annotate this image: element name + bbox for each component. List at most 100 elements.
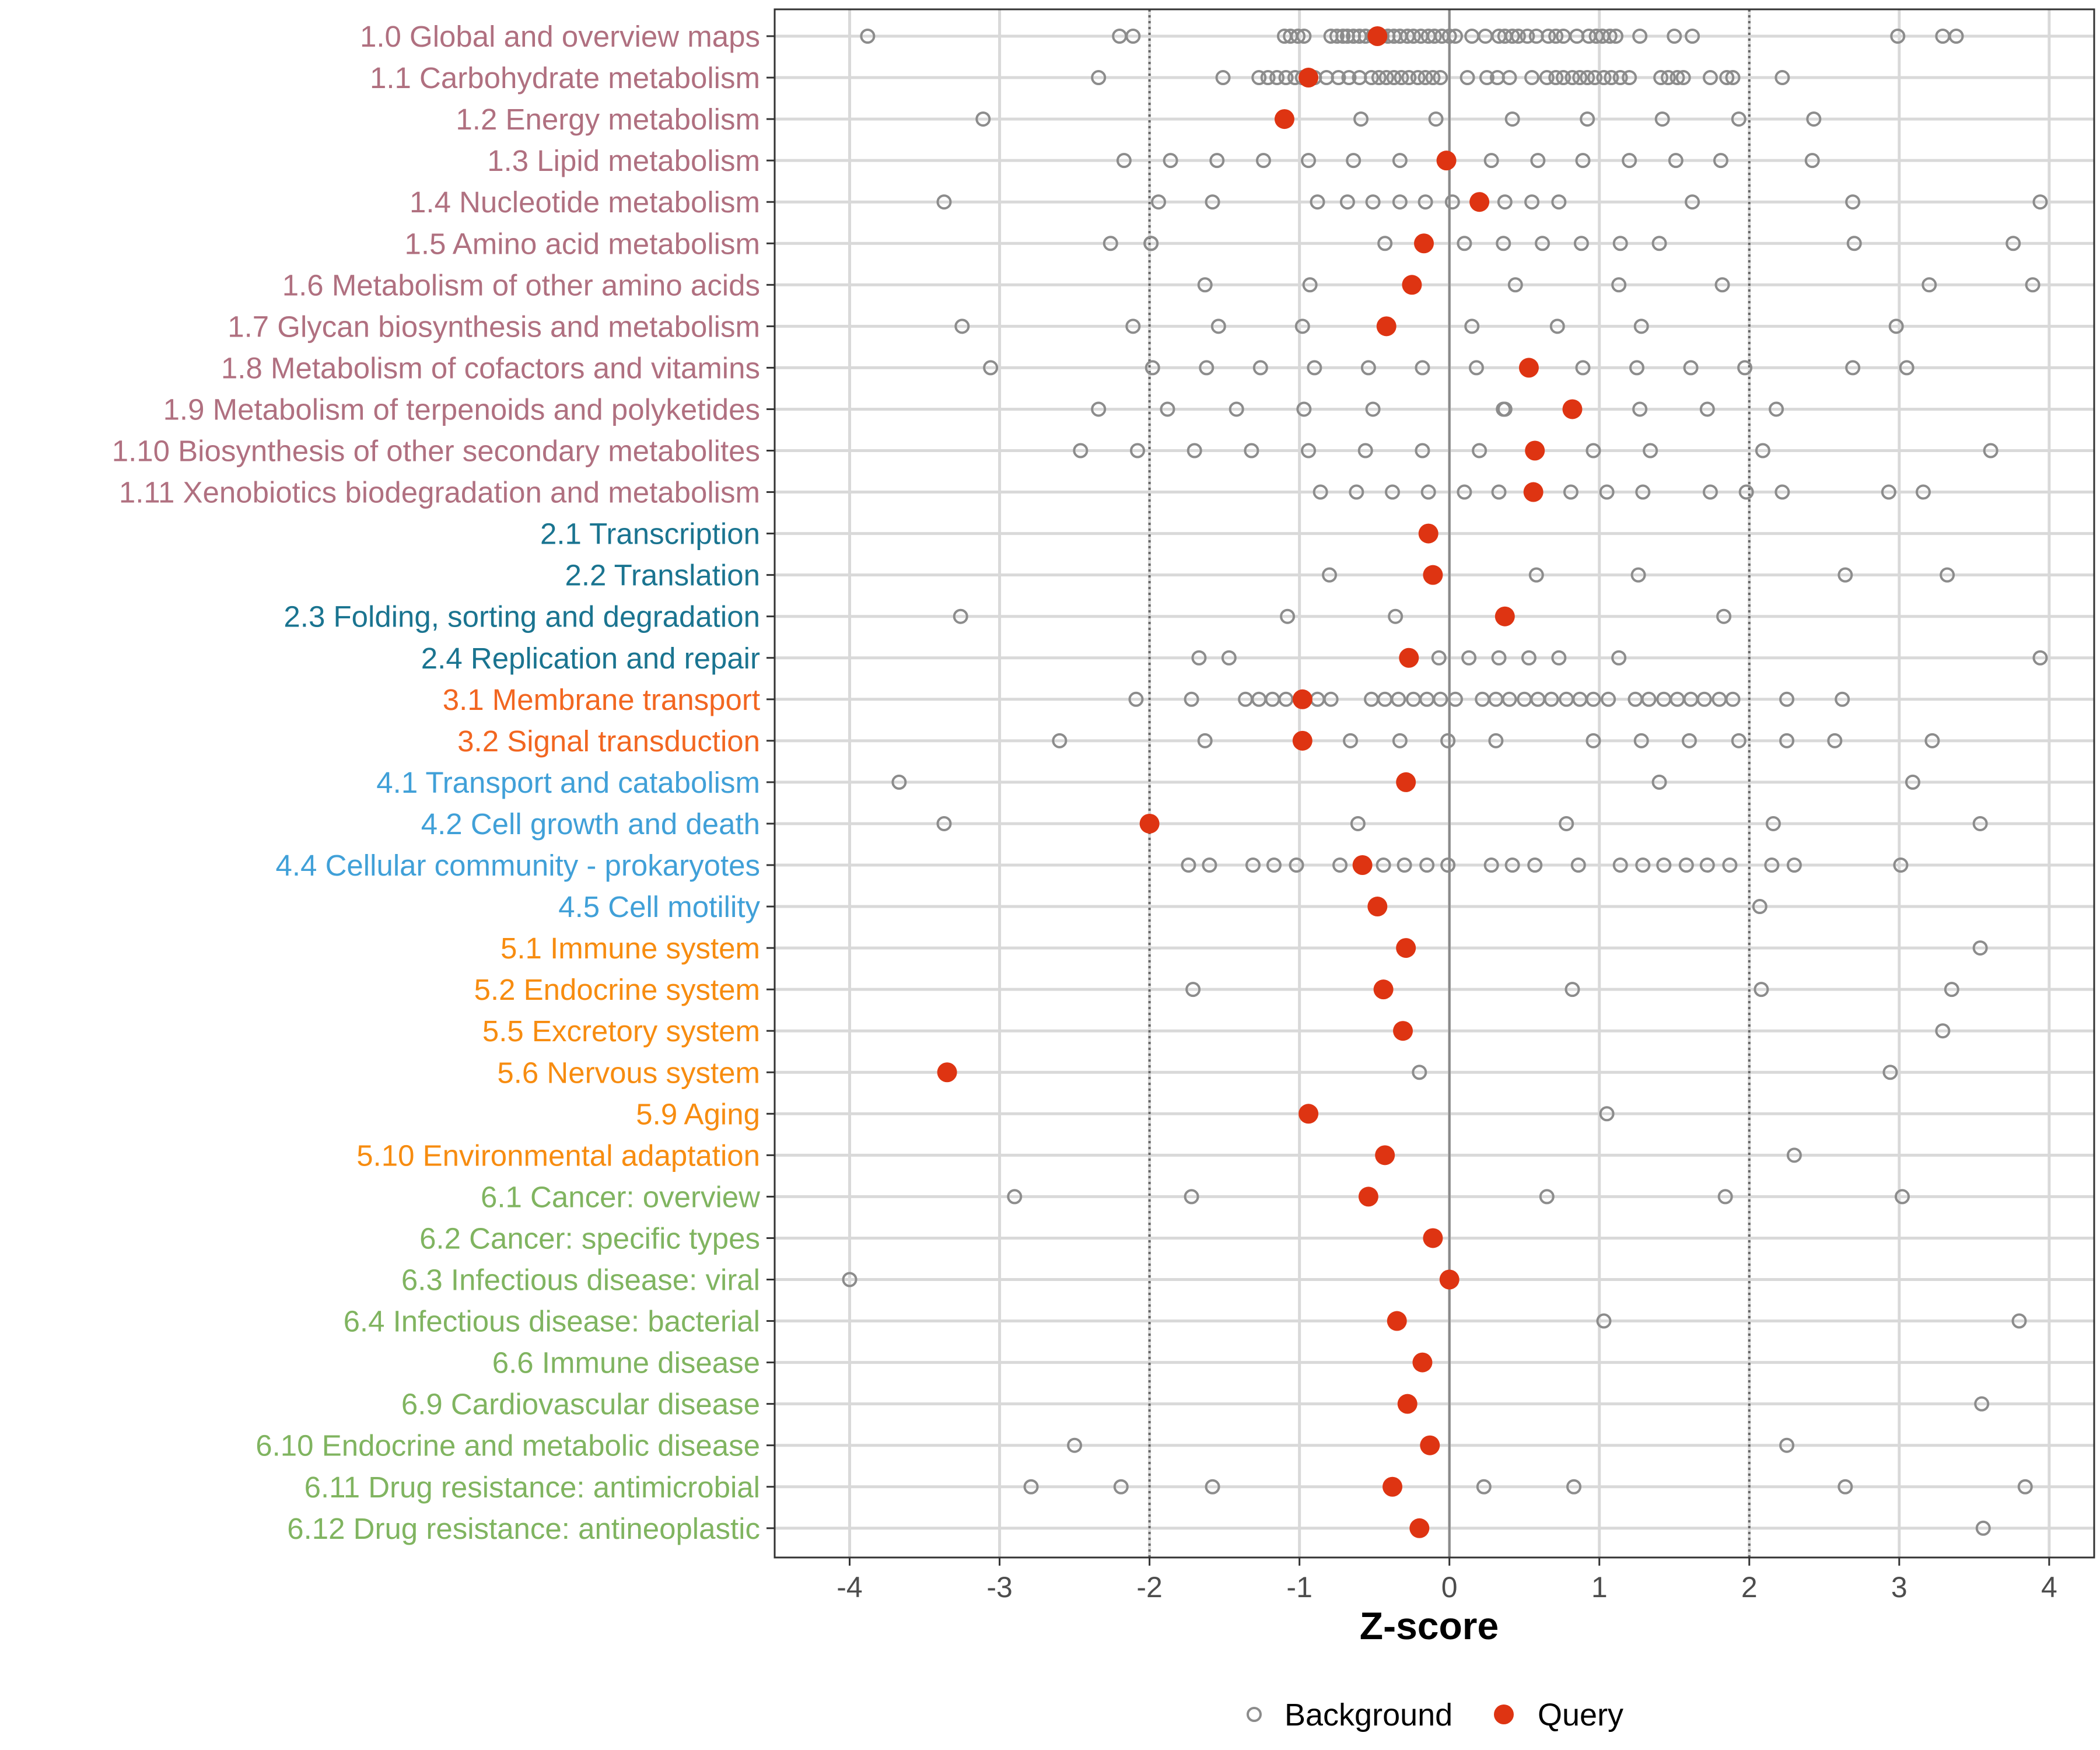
background-point <box>1125 318 1141 334</box>
background-point <box>1654 111 1670 127</box>
x-axis: -4 -3 -2 -1 0 1 2 3 4 <box>836 1558 2057 1604</box>
query-point <box>1396 772 1416 792</box>
background-point <box>1738 484 1754 500</box>
background-point <box>1507 277 1523 293</box>
background-point <box>1651 236 1667 251</box>
background-point <box>1251 70 1267 86</box>
background-point <box>1102 236 1118 251</box>
background-point <box>983 360 999 376</box>
background-point <box>1882 1065 1898 1080</box>
query-point <box>937 1062 957 1083</box>
panel-border <box>774 8 2095 1559</box>
query-point <box>1397 1394 1418 1414</box>
background-point <box>1754 982 1769 998</box>
x-tick-label: 3 <box>1891 1571 1908 1604</box>
background-point <box>1599 484 1615 500</box>
query-point <box>1418 523 1438 544</box>
background-point <box>1116 153 1132 169</box>
background-point <box>1427 29 1442 44</box>
query-point <box>1376 316 1396 337</box>
background-point <box>1653 70 1669 86</box>
category-label: 4.4 Cellular community - prokaryotes <box>276 849 760 882</box>
background-point <box>1564 70 1580 86</box>
background-point <box>1559 816 1574 831</box>
background-point <box>1447 691 1463 707</box>
x-tick-label: -3 <box>986 1571 1012 1604</box>
background-point <box>1635 858 1651 873</box>
background-point <box>1635 484 1651 500</box>
background-point <box>1483 153 1499 169</box>
background-point <box>1975 1520 1991 1536</box>
background-point <box>1575 360 1591 376</box>
category-label: 1.10 Biosynthesis of other secondary met… <box>112 435 760 468</box>
background-point <box>1184 691 1199 707</box>
background-point <box>2025 277 2041 293</box>
category-label: 6.4 Infectious disease: bacterial <box>344 1305 760 1338</box>
category-label: 1.3 Lipid metabolism <box>487 144 760 177</box>
background-point <box>1023 1479 1039 1494</box>
background-point <box>1332 858 1348 873</box>
background-point <box>1386 70 1402 86</box>
background-point <box>1301 443 1317 459</box>
panel-frame <box>774 8 2095 1559</box>
background-point <box>1394 70 1409 86</box>
background-point <box>1052 733 1068 748</box>
category-label: 2.2 Translation <box>565 559 760 592</box>
background-point <box>1702 70 1718 86</box>
background-point <box>1496 236 1511 251</box>
background-point <box>936 194 952 210</box>
background-point <box>1786 1147 1802 1163</box>
background-point <box>1431 650 1447 666</box>
background-point <box>1301 153 1317 169</box>
category-label: 3.1 Membrane transport <box>443 683 760 716</box>
background-point <box>1535 236 1550 251</box>
background-point <box>1881 484 1896 500</box>
background-point <box>1599 1106 1615 1122</box>
background-point <box>1310 194 1325 210</box>
background-point <box>1564 982 1580 998</box>
query-point <box>1375 1145 1395 1166</box>
background-point <box>1191 650 1207 666</box>
background-point <box>1539 70 1555 86</box>
background-point <box>1544 691 1559 707</box>
query-point <box>1412 1352 1433 1373</box>
background-point <box>1433 70 1448 86</box>
background-point <box>1425 70 1441 86</box>
category-label: 1.8 Metabolism of cofactors and vitamins <box>221 351 760 384</box>
background-point <box>1983 443 1999 459</box>
background-point <box>1944 982 1959 998</box>
query-point <box>1469 192 1490 212</box>
background-point <box>1586 733 1601 748</box>
background-point <box>1491 484 1507 500</box>
background-point <box>1683 360 1699 376</box>
background-point <box>1406 29 1422 44</box>
background-point <box>1329 29 1345 44</box>
background-point <box>2032 650 2048 666</box>
background-point <box>1245 858 1261 873</box>
query-point <box>1139 813 1160 834</box>
background-point <box>1184 1189 1199 1205</box>
background-point <box>1365 194 1381 210</box>
category-label: 2.3 Folding, sorting and degradation <box>284 600 760 634</box>
background-point <box>1197 277 1213 293</box>
background-point <box>1573 236 1589 251</box>
background-point <box>1678 858 1694 873</box>
background-point <box>1612 236 1628 251</box>
background-point <box>1774 484 1790 500</box>
background-point <box>1699 401 1715 417</box>
background-point <box>1556 70 1572 86</box>
background-point <box>1497 401 1513 417</box>
background-point <box>1468 360 1484 376</box>
background-point <box>1629 360 1645 376</box>
background-point <box>1322 567 1338 583</box>
background-point <box>1633 318 1649 334</box>
query-point <box>1399 648 1419 668</box>
category-label: 6.9 Cardiovascular disease <box>401 1388 760 1421</box>
background-point <box>1130 443 1146 459</box>
background-point <box>1296 401 1312 417</box>
category-label: 6.2 Cancer: specific types <box>419 1222 760 1255</box>
background-point <box>2006 236 2021 251</box>
background-point <box>1457 236 1472 251</box>
background-point <box>1357 443 1373 459</box>
